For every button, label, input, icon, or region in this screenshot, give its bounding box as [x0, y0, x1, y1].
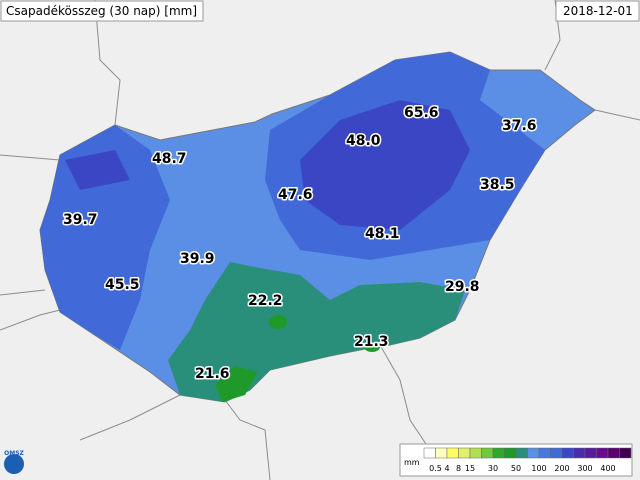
station-value: 48.1 [365, 226, 400, 242]
station-labels: 48.7 39.7 45.5 39.9 47.6 48.0 65.6 37.6 … [62, 104, 539, 384]
border [94, 0, 121, 126]
legend-swatch [423, 447, 436, 459]
logo-mark [4, 454, 24, 474]
date-box [555, 0, 640, 22]
station-value: 65.6 [404, 105, 439, 121]
legend-swatch [446, 447, 459, 459]
precip-zone [364, 342, 380, 352]
legend-label: 400 [600, 464, 615, 473]
border [0, 309, 61, 331]
station-value: 29.8 [445, 279, 480, 295]
station-value: 21.3 [354, 334, 389, 350]
precip-zone [40, 125, 170, 350]
legend-swatch [515, 447, 528, 459]
station-value: 47.6 [278, 187, 313, 203]
station-value: 21.6 [195, 366, 230, 382]
precip-zone [168, 262, 465, 402]
date: 2018-12-01 [563, 4, 633, 18]
legend-swatch [573, 447, 586, 459]
legend-swatch [458, 447, 471, 459]
legend-swatch [469, 447, 482, 459]
precip-zone [300, 100, 470, 230]
legend-label: 15 [465, 464, 475, 473]
border [594, 109, 640, 121]
precip-zone [215, 366, 258, 402]
station-value: 45.5 [105, 277, 140, 293]
legend-label: 0.5 [429, 464, 442, 473]
station-value: 48.7 [152, 151, 187, 167]
legend-swatch [538, 447, 551, 459]
legend-label: 100 [531, 464, 546, 473]
legend-swatch [619, 447, 632, 459]
legend-swatch [492, 447, 505, 459]
border [379, 344, 431, 451]
legend-swatch [435, 447, 448, 459]
legend-swatch [527, 447, 540, 459]
station-value: 48.0 [346, 133, 381, 149]
logo-text: OMSZ [4, 450, 24, 457]
title-box [0, 0, 204, 22]
station-value: 39.7 [63, 212, 98, 228]
logo: OMSZ [4, 450, 25, 474]
title: Csapadékösszeg (30 nap) [mm] [6, 4, 197, 18]
precip-zone [269, 315, 287, 329]
border [0, 289, 46, 296]
legend: mm 0.5 4 8 15 30 50 100 200 300 400 [399, 443, 633, 477]
legend-swatch [596, 447, 609, 459]
legend-swatch [584, 447, 597, 459]
legend-unit: mm [404, 458, 420, 467]
legend-label: 200 [554, 464, 569, 473]
legend-label: 300 [577, 464, 592, 473]
border [79, 394, 181, 441]
station-value: 38.5 [480, 177, 515, 193]
station-value: 22.2 [248, 293, 283, 309]
border [0, 154, 61, 161]
legend-swatch [550, 447, 563, 459]
legend-swatch [504, 447, 517, 459]
legend-swatch [607, 447, 620, 459]
legend-swatch [561, 447, 574, 459]
precip-zone [65, 150, 130, 190]
legend-label: 50 [511, 464, 521, 473]
station-value: 39.9 [180, 251, 215, 267]
legend-label: 8 [456, 464, 461, 473]
legend-label: 4 [444, 464, 449, 473]
station-value: 37.6 [502, 118, 537, 134]
border [224, 399, 271, 480]
legend-label: 30 [488, 464, 498, 473]
legend-swatch [481, 447, 494, 459]
